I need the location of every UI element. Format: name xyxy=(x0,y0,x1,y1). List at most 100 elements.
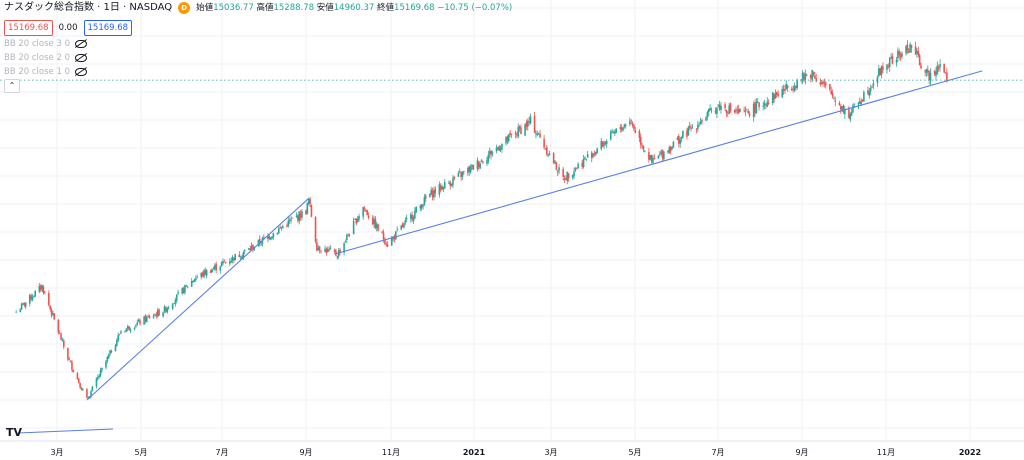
candle-body xyxy=(269,237,272,240)
candle-body xyxy=(128,326,130,330)
candle-body xyxy=(548,153,551,155)
candle-body xyxy=(888,58,891,67)
candle-body xyxy=(185,285,188,287)
collapse-legend-button[interactable]: ⌃ xyxy=(4,79,20,93)
candle-body xyxy=(829,84,831,90)
indicator-row[interactable]: BB 20 close 2 0 xyxy=(4,52,512,64)
candle-body xyxy=(279,227,281,229)
sell-price-box[interactable]: 15169.68 xyxy=(4,20,53,36)
candle-body xyxy=(811,70,813,80)
candle-body xyxy=(620,127,623,131)
candle-body xyxy=(193,279,196,282)
candle-body xyxy=(478,161,480,167)
candle-body xyxy=(201,272,204,276)
candle-body xyxy=(600,141,603,149)
candle-body xyxy=(336,256,339,258)
candle-body xyxy=(946,72,948,81)
candle-body xyxy=(472,164,475,170)
candle-body xyxy=(785,83,788,90)
candle-body xyxy=(744,110,747,112)
candle-body xyxy=(728,105,730,114)
x-tick-label: 9月 xyxy=(795,448,808,457)
candle-body xyxy=(390,238,393,246)
high-label: 高値 xyxy=(256,3,274,13)
candle-body xyxy=(299,213,302,218)
indicator-row[interactable]: BB 20 close 3 0 xyxy=(4,38,512,50)
candle-body xyxy=(409,214,412,219)
candle-body xyxy=(324,248,326,252)
candle-body xyxy=(710,109,713,111)
candle-body xyxy=(129,329,132,331)
candle-body xyxy=(577,163,579,168)
candle-body xyxy=(634,130,637,133)
candle-body xyxy=(423,197,426,205)
candle-body xyxy=(366,210,369,216)
candle-body xyxy=(925,68,928,73)
hidden-eye-icon[interactable] xyxy=(75,68,87,76)
candle-body xyxy=(629,121,631,125)
candle-body xyxy=(291,217,294,219)
ohlc-readout: 始値15036.77 高値15288.78 安値14960.37 終値15169… xyxy=(196,2,512,14)
hidden-eye-icon[interactable] xyxy=(75,40,87,48)
market-status-badge[interactable]: D xyxy=(178,2,191,14)
candle-body xyxy=(801,72,804,81)
candle-body xyxy=(286,225,288,227)
candle-body xyxy=(907,50,910,53)
candle-body xyxy=(63,340,65,347)
candle-body xyxy=(30,295,32,300)
candle-body xyxy=(676,137,679,140)
candle-body xyxy=(234,253,237,261)
candle-body xyxy=(830,90,833,95)
candle-body xyxy=(219,266,222,271)
candle-body xyxy=(58,333,61,334)
candle-body xyxy=(314,217,317,242)
candle-body xyxy=(880,66,883,75)
candle-body xyxy=(756,101,759,103)
candle-body xyxy=(306,202,309,214)
candle-body xyxy=(110,350,113,353)
candle-body xyxy=(505,136,507,144)
trendline xyxy=(334,70,983,255)
candle-body xyxy=(448,182,450,184)
candle-body xyxy=(460,172,462,178)
candle-body xyxy=(233,257,235,261)
candle-body xyxy=(288,220,291,221)
candle-body xyxy=(229,261,231,264)
indicator-row[interactable]: BB 20 close 1 0 xyxy=(4,66,512,78)
candle-body xyxy=(404,220,407,223)
indicator-label[interactable]: BB 20 close 3 0 xyxy=(4,39,70,49)
candle-body xyxy=(717,104,720,106)
candle-body xyxy=(212,268,215,270)
candle-body xyxy=(258,238,261,244)
candle-body xyxy=(682,131,684,138)
candle-body xyxy=(106,357,109,362)
candle-body xyxy=(57,319,60,333)
candle-body xyxy=(928,71,930,81)
indicator-label[interactable]: BB 20 close 1 0 xyxy=(4,67,70,77)
hidden-eye-icon[interactable] xyxy=(75,54,87,62)
candle-body xyxy=(858,101,861,104)
candle-body xyxy=(280,227,283,228)
candle-body xyxy=(688,125,691,128)
candle-body xyxy=(514,133,517,135)
candle-body xyxy=(763,102,766,106)
candle-body xyxy=(450,184,453,187)
candle-body xyxy=(67,347,69,360)
candle-body xyxy=(698,125,701,127)
candle-body xyxy=(687,127,690,136)
candle-body xyxy=(386,244,389,247)
change-value: −10.75 (−0.07%) xyxy=(437,3,513,13)
buy-price-box[interactable]: 15169.68 xyxy=(83,20,133,36)
candle-body xyxy=(431,190,434,198)
candle-body xyxy=(558,167,560,171)
candle-body xyxy=(671,146,673,150)
candle-body xyxy=(611,130,613,132)
trendlines[interactable] xyxy=(17,70,983,434)
candle-body xyxy=(586,154,589,158)
indicator-label[interactable]: BB 20 close 2 0 xyxy=(4,53,70,63)
candle-body xyxy=(863,92,865,102)
candle-body xyxy=(796,80,798,89)
symbol-title[interactable]: ナスダック総合指数 · 1日 · NASDAQ xyxy=(4,2,173,13)
candle-body xyxy=(457,172,460,177)
